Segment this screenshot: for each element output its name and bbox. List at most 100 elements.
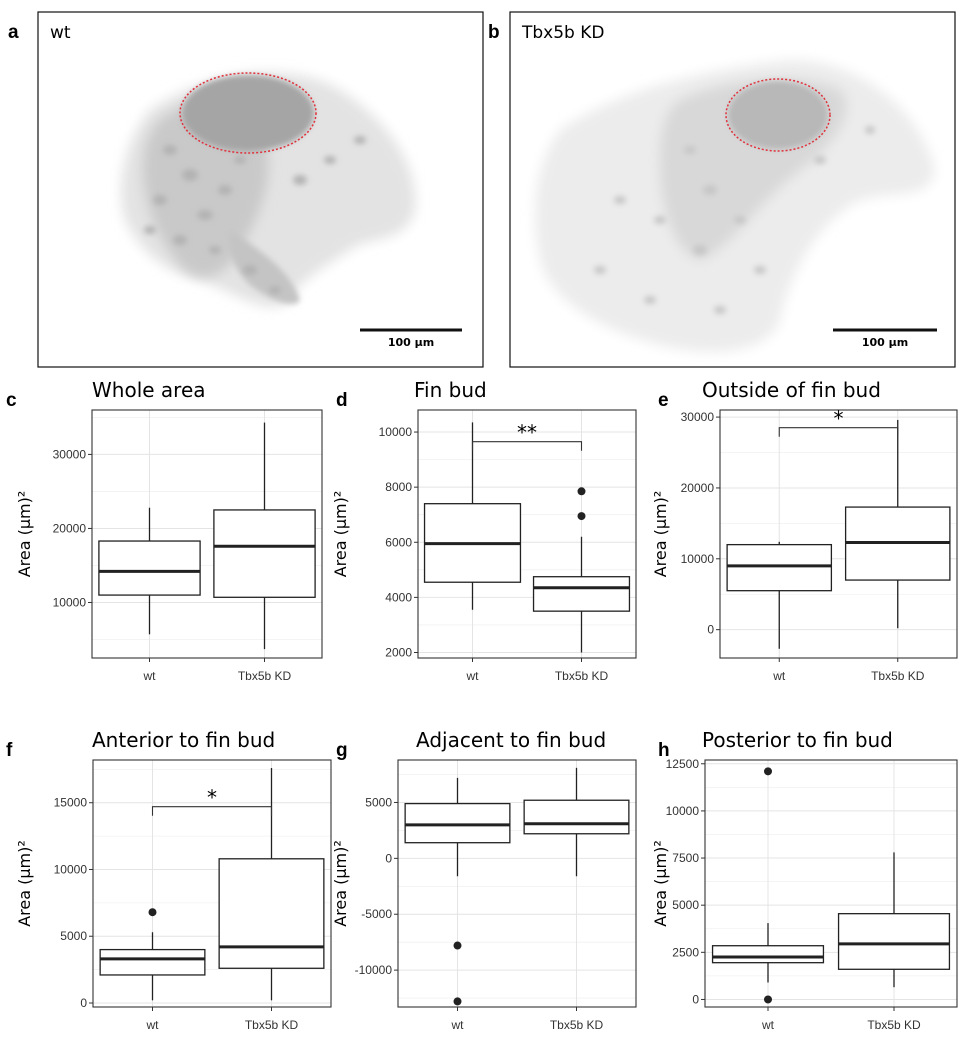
chart-title: Whole area bbox=[92, 378, 206, 402]
y-axis-label: Area (μm)² bbox=[331, 491, 350, 578]
y-tick-label: -10000 bbox=[355, 963, 393, 977]
plot-border bbox=[719, 409, 958, 659]
outlier-point bbox=[453, 997, 462, 1006]
y-tick-label: 10000 bbox=[54, 862, 88, 876]
y-axis-label: Area (μm)² bbox=[331, 840, 350, 927]
panel-a: a wt 100 μm bbox=[8, 11, 484, 368]
iqr-box bbox=[99, 948, 206, 976]
y-tick-label: 10000 bbox=[666, 804, 700, 818]
outlier-point bbox=[577, 512, 586, 521]
panel-label-b: b bbox=[488, 22, 500, 43]
significance-bracket bbox=[778, 427, 899, 437]
box-Tbx5b KD bbox=[523, 767, 630, 877]
box-wt bbox=[423, 422, 522, 610]
chart-title: Adjacent to fin bud bbox=[416, 728, 606, 752]
x-tick-label: Tbx5b KD bbox=[871, 669, 925, 683]
chart-title: Outside of fin bud bbox=[702, 378, 881, 402]
y-tick-label: 5000 bbox=[60, 929, 87, 943]
x-tick-label: wt bbox=[466, 669, 480, 683]
panel-label-d: d bbox=[336, 390, 348, 411]
y-tick-label: 7500 bbox=[672, 851, 699, 865]
y-tick-label: 5000 bbox=[672, 898, 699, 912]
outlier-point bbox=[453, 941, 462, 950]
boxplot-panel-c: c Whole area 10000 20000 30000 wt Tbx5b KD Area… bbox=[6, 378, 323, 683]
y-tick-label: 2000 bbox=[385, 645, 412, 659]
image-label-a: wt bbox=[50, 23, 71, 43]
boxplot-panel-g: g Adjacent to fin bud -10000 -5000 0 5000 wt Tb… bbox=[331, 728, 637, 1032]
box-wt bbox=[99, 908, 206, 1001]
box-wt bbox=[711, 767, 825, 1004]
panel-label-h: h bbox=[658, 740, 670, 761]
outlier-point bbox=[764, 995, 772, 1004]
significance-label: * bbox=[207, 786, 217, 810]
y-axis-label: Area (μm)² bbox=[651, 491, 670, 578]
boxplot-panel-e: e Outside of fin bud 0 10000 20000 30000 wt Tbx… bbox=[651, 378, 958, 683]
x-tick-label: wt bbox=[143, 669, 157, 683]
y-tick-label: 0 bbox=[80, 996, 87, 1010]
panel-b: b Tbx5b KD 100 μm bbox=[488, 11, 956, 368]
y-axis-label: Area (μm)² bbox=[15, 491, 34, 578]
x-tick-label: Tbx5b KD bbox=[238, 669, 292, 683]
y-axis-label: Area (μm)² bbox=[651, 840, 670, 927]
fin-bud-outline-b bbox=[725, 78, 831, 152]
y-tick-label: 15000 bbox=[54, 796, 88, 810]
iqr-box bbox=[837, 913, 951, 970]
box-Tbx5b KD bbox=[213, 422, 316, 650]
chart-title: Fin bud bbox=[414, 378, 487, 402]
iqr-box bbox=[404, 802, 511, 844]
significance-bracket bbox=[151, 806, 273, 816]
boxplot-panel-h: h Posterior to fin bud 0 2500 5000 7500 10000 1… bbox=[651, 728, 958, 1032]
y-tick-label: 4000 bbox=[385, 590, 412, 604]
iqr-box bbox=[218, 858, 325, 969]
x-tick-label: Tbx5b KD bbox=[245, 1018, 299, 1032]
boxplot-panel-d: d Fin bud 2000 4000 6000 8000 10000 wt Tbx5b KD A… bbox=[331, 378, 637, 683]
x-tick-label: Tbx5b KD bbox=[550, 1018, 604, 1032]
panel-label-c: c bbox=[6, 390, 17, 411]
y-tick-label: -5000 bbox=[361, 907, 392, 921]
y-tick-label: 8000 bbox=[385, 480, 412, 494]
y-tick-label: 12500 bbox=[666, 757, 700, 771]
iqr-box bbox=[98, 540, 201, 596]
chart-title: Anterior to fin bud bbox=[92, 728, 275, 752]
box-Tbx5b KD bbox=[218, 768, 325, 1001]
iqr-box bbox=[726, 543, 833, 592]
y-tick-label: 0 bbox=[707, 623, 714, 637]
box-Tbx5b KD bbox=[837, 852, 951, 988]
significance-label: * bbox=[834, 407, 844, 431]
y-tick-label: 6000 bbox=[385, 535, 412, 549]
outlier-point bbox=[148, 908, 157, 917]
y-tick-label: 30000 bbox=[53, 447, 87, 461]
x-tick-label: wt bbox=[772, 669, 786, 683]
y-tick-label: 20000 bbox=[681, 481, 715, 495]
y-tick-label: 20000 bbox=[53, 521, 87, 535]
plot-border bbox=[417, 409, 637, 659]
image-label-b: Tbx5b KD bbox=[521, 23, 605, 43]
iqr-box bbox=[523, 799, 630, 835]
fin-bud-outline-a bbox=[179, 72, 317, 154]
tissue-image-a bbox=[121, 72, 416, 307]
outlier-point bbox=[764, 767, 772, 776]
box-wt bbox=[726, 541, 833, 649]
iqr-box bbox=[213, 509, 316, 598]
box-Tbx5b KD bbox=[844, 419, 951, 629]
panel-label-g: g bbox=[336, 740, 348, 761]
y-tick-label: 30000 bbox=[681, 410, 715, 424]
plot-border bbox=[92, 759, 332, 1008]
panel-label-f: f bbox=[6, 740, 13, 761]
significance-label: ** bbox=[517, 421, 537, 445]
y-axis-label: Area (μm)² bbox=[15, 840, 34, 927]
tissue-image-b bbox=[535, 60, 935, 352]
y-tick-label: 0 bbox=[692, 992, 699, 1006]
y-tick-label: 0 bbox=[385, 851, 392, 865]
y-tick-label: 5000 bbox=[365, 795, 392, 809]
box-Tbx5b KD bbox=[532, 487, 631, 653]
x-tick-label: wt bbox=[451, 1018, 465, 1032]
box-wt bbox=[98, 507, 201, 635]
scale-bar-label-b: 100 μm bbox=[862, 336, 908, 349]
plot-border bbox=[704, 759, 958, 1008]
y-tick-label: 10000 bbox=[53, 595, 87, 609]
x-tick-label: wt bbox=[146, 1018, 160, 1032]
chart-title: Posterior to fin bud bbox=[702, 728, 893, 752]
